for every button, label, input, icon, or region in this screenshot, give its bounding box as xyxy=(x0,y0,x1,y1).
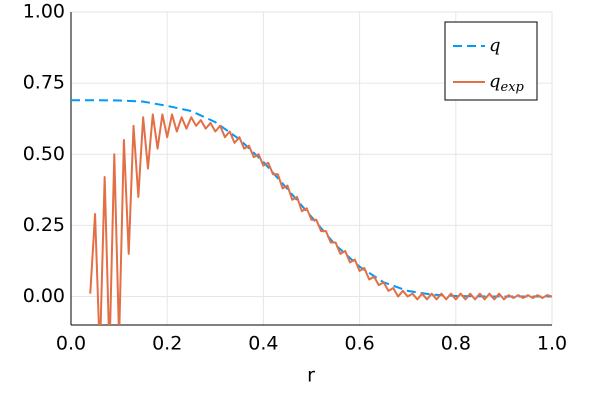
plot-area xyxy=(71,99,552,325)
y-tick-label: 0.75 xyxy=(23,72,65,94)
x-tick-label: 0.8 xyxy=(441,333,471,355)
x-tick-label: 0.2 xyxy=(152,333,182,355)
y-tick-label: 1.00 xyxy=(23,1,65,23)
y-tick-label: 0.25 xyxy=(23,214,65,236)
y-tick-label: 0.00 xyxy=(23,285,65,307)
x-tick-label: 0.4 xyxy=(248,333,278,355)
x-axis-label: r xyxy=(307,365,315,387)
x-tick-label: 0.6 xyxy=(344,333,374,355)
x-tick-label: 1.0 xyxy=(537,333,567,355)
series-line xyxy=(89,113,552,325)
y-tick-label: 0.50 xyxy=(23,143,65,165)
legend-label: q xyxy=(489,35,501,56)
x-tick-label: 0.0 xyxy=(56,333,86,355)
series-line xyxy=(71,99,552,298)
legend-box xyxy=(444,21,538,101)
